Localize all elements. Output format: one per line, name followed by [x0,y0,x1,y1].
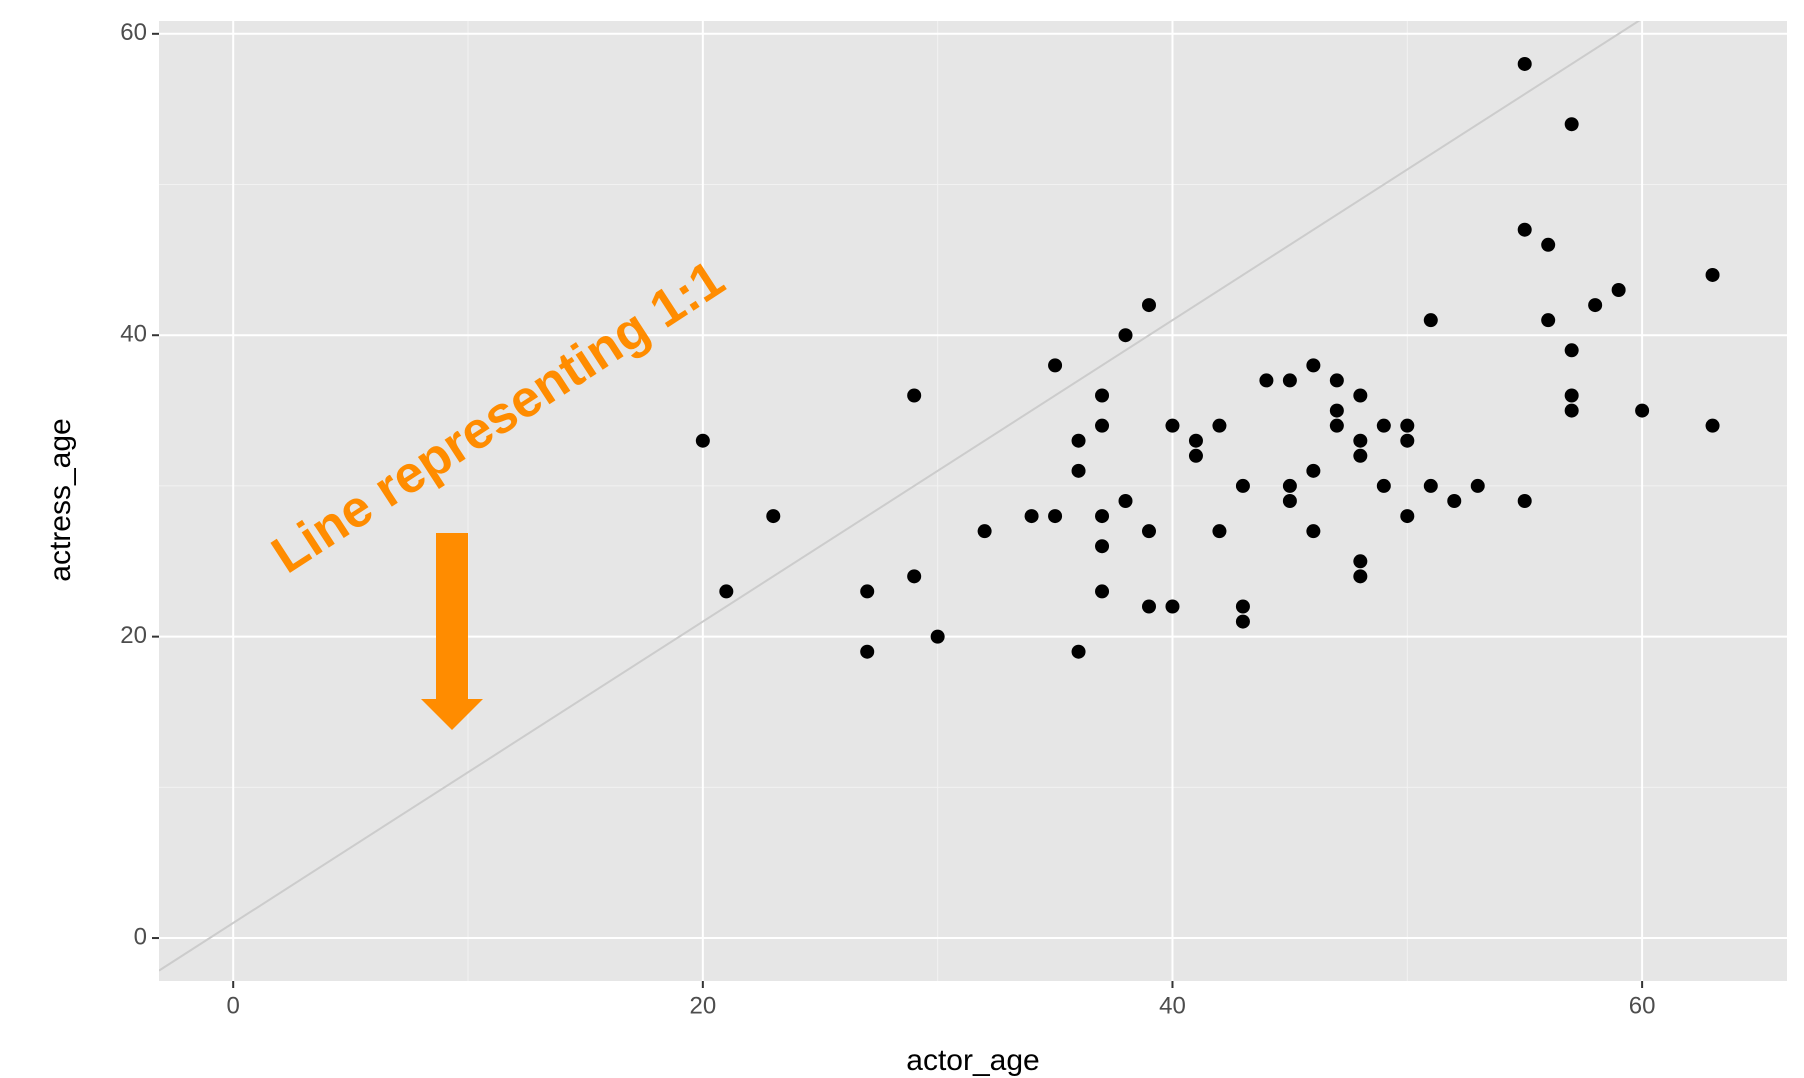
point [1141,599,1156,614]
x-axis-title: actor_age [906,1044,1039,1077]
point [1282,478,1297,493]
point [1095,388,1110,403]
point [1541,237,1556,252]
point [1447,494,1462,508]
point [1235,478,1250,493]
arrow-shaft [436,533,468,703]
point [1212,524,1227,539]
point [1517,222,1532,237]
y-tick-label: 0 [134,923,147,950]
point [1611,283,1626,298]
point [907,569,922,584]
point [1329,418,1344,433]
point [1635,403,1650,418]
point [1329,403,1344,418]
point [1353,448,1368,463]
point [1259,373,1274,388]
point [1564,343,1579,358]
point [860,644,875,659]
point [1071,644,1086,659]
point [1048,509,1063,524]
x-tick-label: 0 [227,992,240,1019]
point [1353,388,1368,403]
point [1188,433,1203,448]
point [1141,524,1156,539]
point [1165,418,1180,433]
point [1118,494,1133,508]
point [1188,448,1203,463]
point [719,584,734,599]
point [1564,117,1579,132]
point [860,584,875,599]
point [1306,358,1321,373]
point [1705,418,1720,433]
point [1705,267,1720,282]
point [1517,494,1532,508]
point [930,629,945,644]
point [1423,313,1438,328]
point [1376,418,1391,433]
y-axis-title: actress_age [44,418,77,581]
point [695,433,710,448]
point [1095,509,1110,524]
point [1329,373,1344,388]
point [1095,418,1110,433]
point [1400,433,1415,448]
point [1353,554,1368,569]
point [1024,509,1039,524]
point [1118,328,1133,343]
point [1165,599,1180,614]
point [1517,56,1532,71]
point [1423,478,1438,493]
point [1235,614,1250,629]
point [1071,463,1086,478]
y-tick-label: 20 [120,622,147,649]
point [1306,463,1321,478]
y-tick-label: 40 [120,321,147,348]
point [977,524,992,539]
point [1564,388,1579,403]
x-tick-label: 20 [689,992,716,1019]
point [1376,478,1391,493]
point [1048,358,1063,373]
y-tick-label: 60 [120,19,147,46]
point [1141,298,1156,313]
point [1400,418,1415,433]
point [1282,373,1297,388]
point [1306,524,1321,539]
point [1400,509,1415,524]
arrow-head [421,699,483,730]
point [1071,433,1086,448]
panel [159,21,1787,981]
point [1235,599,1250,614]
x-tick-label: 60 [1629,992,1656,1019]
point [1212,418,1227,433]
point [1353,433,1368,448]
point [907,388,922,403]
point [1353,569,1368,584]
point [766,509,781,524]
point [1564,403,1579,418]
point [1588,298,1603,313]
point [1470,478,1485,493]
point [1095,584,1110,599]
point [1541,313,1556,328]
point [1282,494,1297,508]
x-tick-label: 40 [1159,992,1186,1019]
reference-line [159,21,1641,972]
point [1095,539,1110,554]
